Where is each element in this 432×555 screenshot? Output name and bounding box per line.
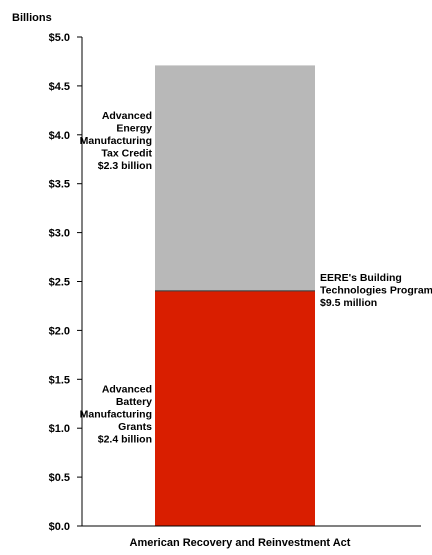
bar-segments (155, 65, 315, 526)
y-tick-label: $1.0 (49, 423, 70, 435)
y-tick-label: $3.5 (49, 179, 70, 191)
x-axis-category-label: American Recovery and Reinvestment Act (130, 537, 351, 549)
annotation-series-1-line-0: EERE's Building (320, 272, 402, 284)
annotation-series-0-line-2: Manufacturing (80, 409, 152, 421)
bar-segment-0 (155, 291, 315, 526)
annotation-series-2-line-2: Manufacturing (80, 135, 152, 147)
bar-segment-2 (155, 65, 315, 291)
y-axis-ticks: $0.0 $0.5 $1.0 $1.5 $2.0 $2.5 $3.0 $3.5 $4.0 $4.5… (49, 32, 82, 533)
y-tick-label: $4.0 (49, 130, 70, 142)
y-tick-label: $1.5 (49, 374, 70, 386)
annotation-series-0-line-0: Advanced (102, 384, 152, 396)
annotation-series-2-line-4: $2.3 billion (98, 160, 152, 172)
annotation-series-0-line-1: Battery (116, 396, 152, 408)
y-tick-label: $0.0 (49, 521, 70, 533)
y-tick-label: $0.5 (49, 472, 70, 484)
y-axis-title: Billions (12, 12, 52, 24)
annotation-series-1-line-2: $9.5 million (320, 297, 377, 309)
annotation-series-2-line-3: Tax Credit (101, 147, 152, 159)
annotation-series-0-line-3: Grants (118, 421, 152, 433)
annotation-series-1-line-1: Technologies Program (320, 284, 432, 296)
y-tick-label: $5.0 (49, 32, 70, 44)
annotation-series-2-line-1: Energy (116, 122, 152, 134)
annotation-series-2-line-0: Advanced (102, 110, 152, 122)
y-tick-label: $2.0 (49, 325, 70, 337)
y-tick-label: $2.5 (49, 277, 70, 289)
annotation-series-0-line-4: $2.4 billion (98, 434, 152, 446)
y-tick-label: $3.0 (49, 228, 70, 240)
bar-segment-1 (155, 290, 315, 292)
y-tick-label: $4.5 (49, 81, 70, 93)
